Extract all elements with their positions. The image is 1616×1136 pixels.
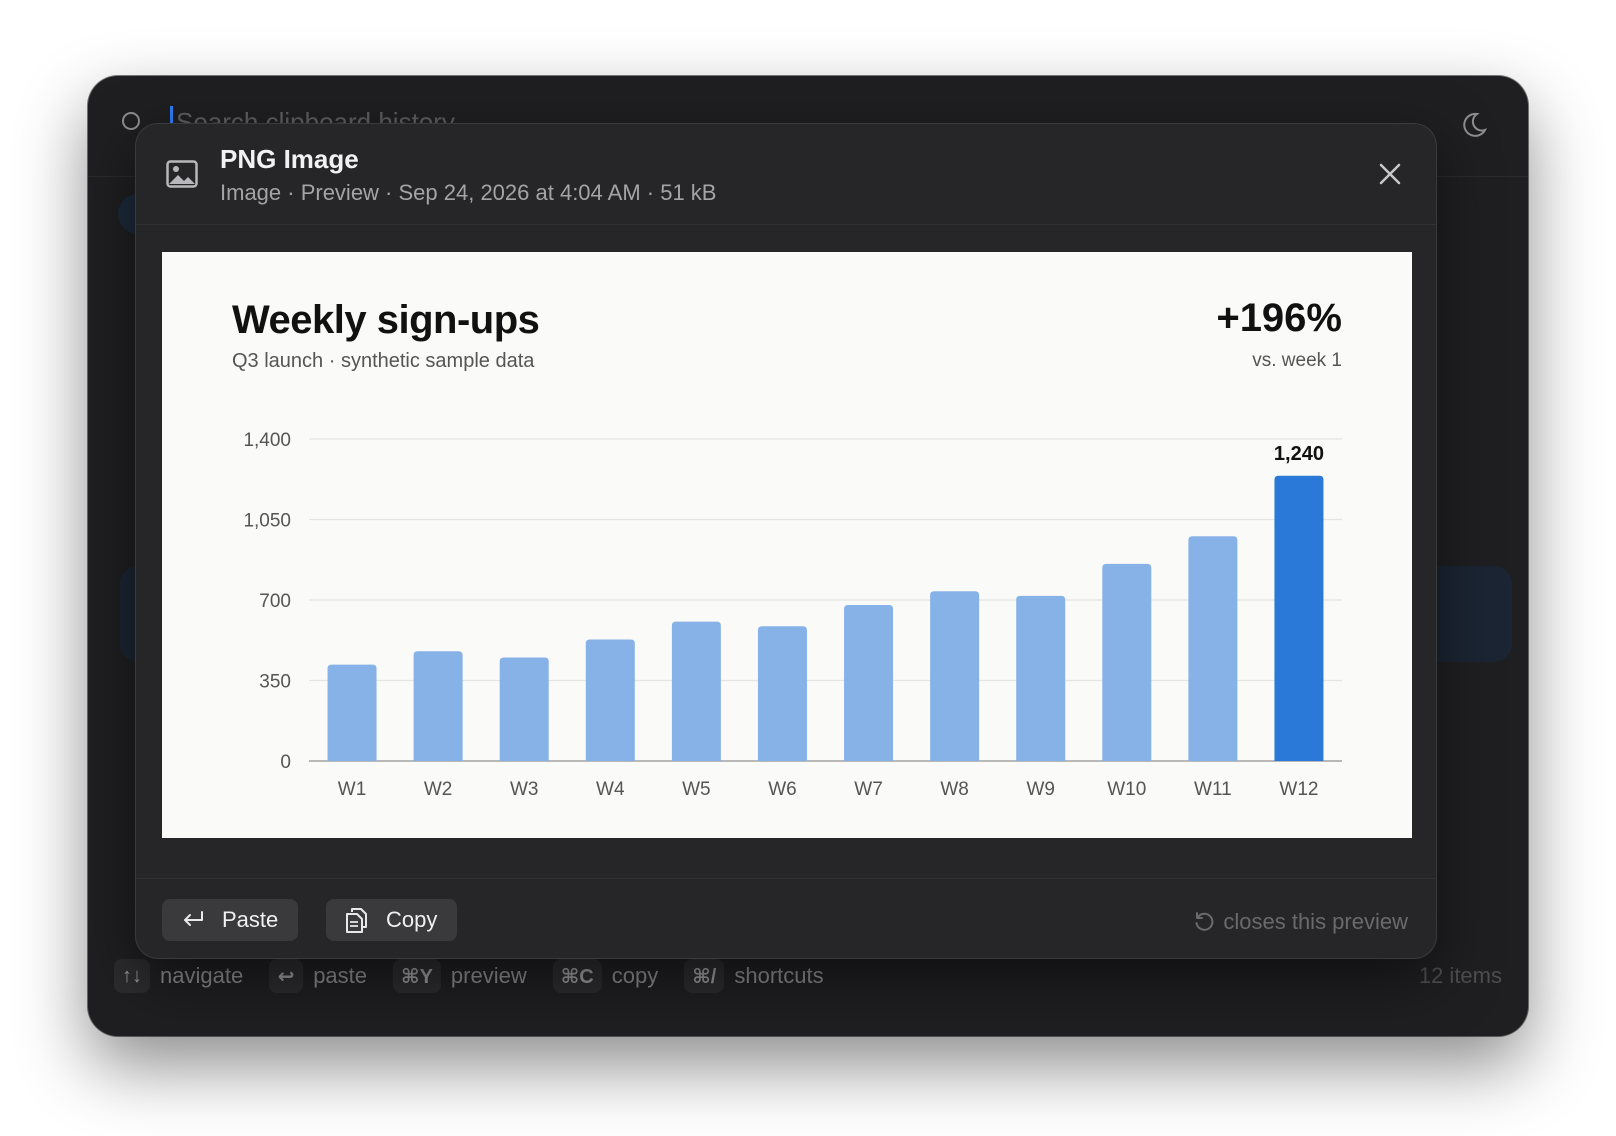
kbd-navigate: ↑↓ [114, 959, 150, 993]
x-tick-label: W8 [940, 779, 969, 800]
undo-icon [1195, 912, 1214, 931]
chart-subtitle: Q3 launch · synthetic sample data [232, 350, 535, 372]
kbd-paste: ↩ [269, 959, 304, 993]
close-icon[interactable] [1374, 158, 1406, 190]
image-preview: Weekly sign-ups Q3 launch · synthetic sa… [162, 252, 1412, 838]
kbd-shortcuts: ⌘/ [684, 959, 725, 993]
kbd-preview: ⌘Y [393, 959, 441, 993]
preview-header: PNG Image Image · Preview · Sep 24, 2026… [136, 124, 1436, 225]
bar-value-label: 1,240 [1274, 443, 1324, 465]
bar-W8 [930, 591, 980, 761]
copy-button[interactable]: Copy [326, 899, 458, 941]
bar-W7 [844, 605, 894, 761]
hint-preview: preview [450, 963, 527, 988]
bar-W9 [1016, 595, 1066, 761]
hint-navigate: navigate [160, 963, 244, 988]
x-tick-label: W11 [1194, 779, 1232, 800]
y-tick-label: 1,400 [243, 430, 291, 451]
hint-paste: paste [313, 963, 368, 988]
image-icon [166, 160, 198, 188]
preview-modal: PNG Image Image · Preview · Sep 24, 2026… [136, 124, 1436, 958]
bar-W11 [1188, 536, 1238, 761]
search-icon [122, 112, 140, 130]
hint-shortcuts: shortcuts [734, 963, 824, 988]
preview-actions: Paste Copy closes this preview [136, 878, 1436, 958]
bar-W6 [757, 626, 807, 761]
y-tick-label: 0 [280, 752, 291, 773]
x-tick-label: W6 [768, 779, 797, 800]
x-tick-label: W4 [596, 779, 625, 800]
hint-copy: copy [611, 963, 659, 988]
x-tick-label: W5 [682, 779, 711, 800]
closes-preview-label: closes this preview [1223, 909, 1408, 934]
paste-button-label: Paste [222, 907, 279, 932]
x-tick-label: W1 [338, 779, 367, 800]
x-tick-label: W12 [1279, 779, 1318, 800]
bar-W5 [671, 621, 721, 761]
y-tick-label: 700 [259, 591, 291, 612]
text-caret [170, 106, 173, 136]
bar-W2 [413, 651, 463, 761]
x-tick-label: W7 [854, 779, 883, 800]
chart-headline-value: +196% [1216, 296, 1342, 340]
item-count: 12 items [1418, 963, 1502, 988]
chart-headline-note: vs. week 1 [1252, 350, 1342, 371]
keyboard-hints-bar: ↑↓ navigate ↩ paste ⌘Y preview ⌘C copy ⌘… [114, 956, 1502, 996]
y-tick-label: 350 [259, 672, 291, 693]
x-tick-label: W10 [1107, 779, 1146, 800]
x-tick-label: W3 [510, 779, 539, 800]
x-tick-label: W2 [424, 779, 453, 800]
bar-W1 [327, 664, 377, 761]
y-tick-label: 1,050 [243, 511, 291, 532]
copy-button-label: Copy [386, 907, 438, 932]
bar-W10 [1102, 563, 1152, 761]
bar-chart: 0 350 700 1,050 1,400 W1 W2 W3 W4 W5 W6 W7 W8 W9 W10 W1… [243, 430, 1342, 800]
copy-icon [346, 908, 367, 933]
closes-preview-hint: closes this preview [1193, 909, 1408, 935]
preview-meta: Image · Preview · Sep 24, 2026 at 4:04 A… [220, 180, 717, 205]
bar-W12 [1274, 475, 1324, 761]
bar-W3 [499, 657, 549, 761]
kbd-copy: ⌘C [552, 959, 602, 993]
preview-title: PNG Image [220, 144, 359, 174]
moon-icon[interactable] [1458, 110, 1488, 140]
chart-title: Weekly sign-ups [232, 298, 540, 342]
bar-W4 [585, 639, 635, 761]
return-arrow-icon [184, 911, 203, 926]
x-tick-label: W9 [1026, 779, 1055, 800]
paste-button[interactable]: Paste [162, 899, 299, 941]
clipboard-window: ↑↓ navigate ↩ paste ⌘Y preview ⌘C copy ⌘… [88, 76, 1528, 1036]
